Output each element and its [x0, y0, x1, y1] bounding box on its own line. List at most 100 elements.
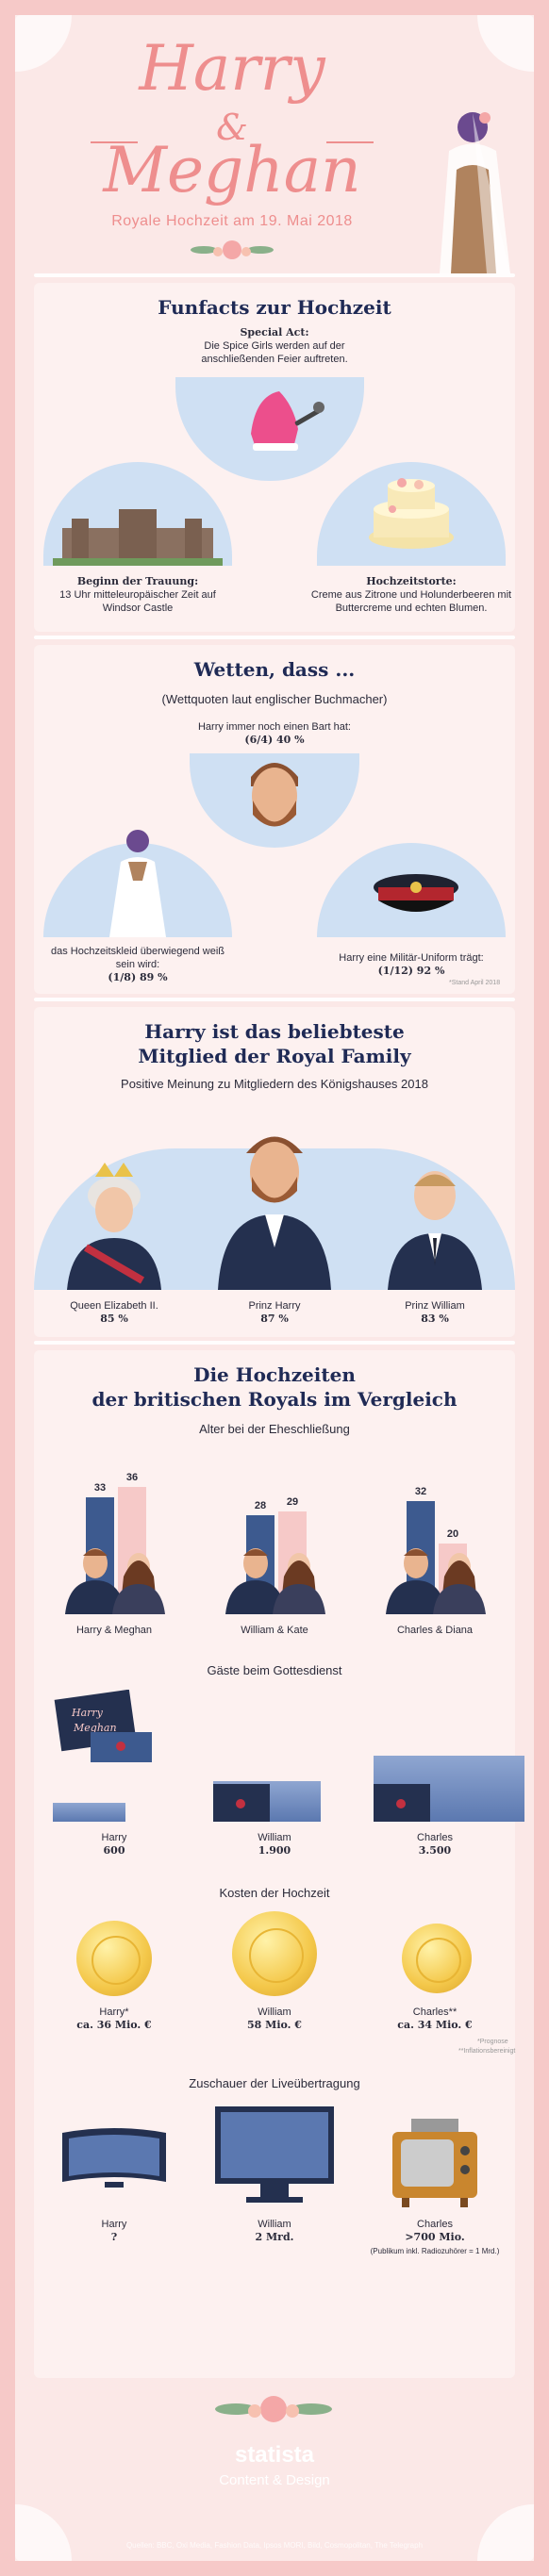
- funfacts-section: Funfacts zur Hochzeit Special Act: Die S…: [34, 283, 515, 632]
- couple-figure: [378, 1539, 495, 1614]
- wedding-dress-icon: [109, 830, 166, 937]
- flourish-right: [326, 141, 374, 143]
- guest-name-harry: Harry: [101, 1832, 127, 1843]
- section-divider: [34, 1341, 515, 1345]
- beginn-caption: Beginn der Trauung: 13 Uhr mitteleuropäi…: [43, 575, 232, 615]
- viewer-label-2: William 2 Mrd.: [204, 2218, 345, 2244]
- viewer-label-1: Harry ?: [43, 2218, 185, 2244]
- flourish-left: [91, 141, 138, 143]
- vergleich-title-1: Die Hochzeiten: [193, 1363, 356, 1386]
- guest-value-charles: 3.500: [418, 1844, 452, 1857]
- hero-subtitle: Royale Hochzeit am 19. Mai 2018: [111, 213, 353, 229]
- wetten-subtitle: (Wettquoten laut englischer Buchmacher): [161, 692, 388, 706]
- retro-tv-icon: [392, 2119, 477, 2207]
- kosten-title: Kosten der Hochzeit: [219, 1886, 330, 1900]
- cost-name-charles: Charles**: [412, 2006, 458, 2018]
- invitation-card-icon: Harry Meghan: [54, 1690, 152, 1762]
- queen-portrait-icon: [67, 1163, 161, 1290]
- cost-value-charles: ca. 34 Mio. €: [397, 2019, 473, 2031]
- uniform-caption: Harry eine Militär-Uniform trägt: (1/12)…: [308, 951, 515, 978]
- kleid-caption: das Hochzeitskleid überwiegend weiß sein…: [43, 945, 232, 984]
- envelope-seal-icon: [374, 1784, 430, 1822]
- queen-value: 85 %: [100, 1313, 128, 1325]
- harry-name: Prinz Harry: [248, 1300, 301, 1312]
- beliebt-title-1: Harry ist das beliebteste: [144, 1020, 405, 1043]
- uniform-text: Harry eine Militär-Uniform trägt:: [339, 952, 484, 964]
- beliebt-section: Harry ist das beliebteste Mitglied der R…: [34, 1007, 515, 1337]
- uniform-value: (1/12) 92 %: [377, 965, 445, 977]
- bart-caption: Harry immer noch einen Bart hat: (6/4) 4…: [180, 720, 369, 747]
- hero-header: Harry & Meghan Royale Hochzeit am 19. Ma…: [34, 28, 515, 273]
- footer-sources: Quellen: BBC, Oxi Media, Fashion Data, I…: [125, 2541, 424, 2550]
- beard-face-icon: [251, 763, 298, 827]
- envelope-seal-icon: [213, 1784, 270, 1822]
- wedding-cake-icon: [369, 478, 454, 549]
- alter-title: Alter bei der Eheschließung: [199, 1422, 350, 1436]
- william-name: Prinz William: [405, 1300, 465, 1312]
- viewer-label-3: Charles >700 Mio. (Publikum inkl. Radioz…: [355, 2218, 515, 2258]
- guest-label-3: Charles 3.500: [364, 1831, 506, 1858]
- viewer-value-william: 2 Mrd.: [255, 2231, 294, 2243]
- curved-tv-icon: [62, 2128, 166, 2188]
- floral-corner-decoration: [15, 2504, 72, 2561]
- cost-label-1: Harry* ca. 36 Mio. €: [43, 2006, 185, 2032]
- cost-name-harry: Harry*: [99, 2006, 129, 2018]
- age-value-label: 32: [414, 1486, 427, 1497]
- section-divider: [34, 636, 515, 639]
- age-value-label: 20: [446, 1528, 459, 1540]
- age-chart: 33 36 28 29 32 20: [34, 1445, 515, 1614]
- viewer-note-charles: (Publikum inkl. Radiozuhörer = 1 Mrd.): [370, 2247, 500, 2255]
- beginn-label: Beginn der Trauung:: [76, 575, 199, 587]
- bride-illustration: [440, 112, 510, 273]
- cost-label-2: William 58 Mio. €: [204, 2006, 345, 2032]
- section-divider: [34, 273, 515, 277]
- guest-name-william: William: [258, 1832, 291, 1843]
- viewer-name-charles: Charles: [417, 2219, 453, 2230]
- title-harry: Harry: [139, 32, 325, 105]
- military-cap-icon: [374, 874, 458, 912]
- torte-text: Creme aus Zitrone und Holunderbeeren mit…: [310, 589, 512, 614]
- section-divider: [34, 998, 515, 1001]
- guest-value-william: 1.900: [258, 1844, 291, 1857]
- prince-william-portrait-icon: [388, 1171, 482, 1290]
- sneaker-microphone-icon: [251, 391, 324, 451]
- viewer-name-harry: Harry: [101, 2219, 127, 2230]
- kleid-value: (1/8) 89 %: [108, 971, 168, 983]
- harry-caption: Prinz Harry 87 %: [199, 1299, 350, 1326]
- prince-harry-portrait-icon: [218, 1136, 331, 1290]
- special-act-caption: Special Act: Die Spice Girls werden auf …: [180, 326, 369, 366]
- wetten-section: Wetten, dass ... (Wettquoten laut englis…: [34, 645, 515, 994]
- couple-figure: [58, 1539, 175, 1614]
- gold-coin-icon: [402, 1924, 472, 1993]
- windsor-castle-icon: [53, 509, 223, 566]
- statista-logo: statista: [234, 2442, 315, 2468]
- beginn-text: 13 Uhr mitteleuropäischer Zeit auf Winds…: [59, 589, 216, 614]
- age-value-label: 28: [254, 1500, 267, 1511]
- torte-label: Hochzeitstorte:: [366, 575, 457, 587]
- statista-logo-sub: Content & Design: [219, 2472, 330, 2488]
- zuschauer-title: Zuschauer der Liveübertragung: [189, 2076, 360, 2090]
- guest-label-1: Harry 600: [43, 1831, 185, 1858]
- gold-coin-icon: [232, 1911, 317, 1996]
- gaeste-title: Gäste beim Gottesdienst: [207, 1663, 342, 1677]
- title-meghan: Meghan: [103, 134, 361, 206]
- flower-garland-icon: [191, 240, 274, 259]
- age-value-label: 36: [125, 1472, 139, 1483]
- special-act-label: Special Act:: [240, 326, 309, 339]
- bart-value: (6/4) 40 %: [244, 734, 305, 746]
- invitation-text-meghan: Meghan: [73, 1722, 117, 1734]
- bart-text: Harry immer noch einen Bart hat:: [197, 721, 351, 733]
- age-value-label: 29: [286, 1496, 299, 1509]
- flat-tv-icon: [215, 2106, 334, 2203]
- guest-name-charles: Charles: [417, 1832, 453, 1843]
- wetten-source-note: *Stand April 2018: [449, 980, 501, 986]
- cost-note-prognose: *Prognose: [477, 2039, 508, 2045]
- cost-value-harry: ca. 36 Mio. €: [76, 2019, 152, 2031]
- funfacts-title: Funfacts zur Hochzeit: [158, 296, 391, 319]
- viewer-value-charles: >700 Mio.: [405, 2231, 465, 2243]
- torte-caption: Hochzeitstorte: Creme aus Zitrone und Ho…: [308, 575, 515, 615]
- guest-label-2: William 1.900: [204, 1831, 345, 1858]
- floral-corner-decoration: [477, 2504, 534, 2561]
- age-value-label: 33: [93, 1482, 107, 1494]
- vergleich-section: Die Hochzeiten der britischen Royals im …: [34, 1350, 524, 2378]
